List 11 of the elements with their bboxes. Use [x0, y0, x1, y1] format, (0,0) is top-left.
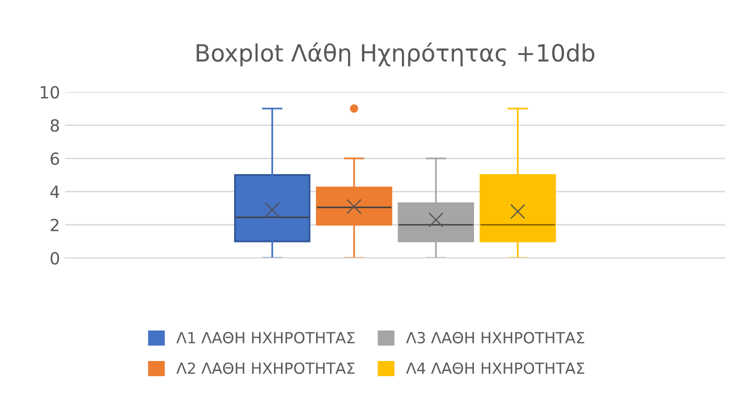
y-tick-label: 6 [50, 152, 60, 165]
legend-label: Λ1 ΛΑΘΗ ΗΧΗΡΟΤΗΤΑΣ [176, 332, 355, 344]
y-tick-label: 0 [50, 252, 60, 265]
legend-label: Λ2 ΛΑΘΗ ΗΧΗΡΟΤΗΤΑΣ [176, 362, 355, 374]
legend-label: Λ4 ΛΑΘΗ ΗΧΗΡΟΤΗΤΑΣ [406, 362, 584, 374]
chart-title: Boxplot Λάθη Ηχηρότητας +10db [196, 42, 594, 66]
y-tick-label: 10 [40, 86, 60, 99]
y-tick-label: 4 [50, 186, 60, 198]
y-tick-label: 8 [50, 119, 59, 132]
y-tick-label: 2 [50, 218, 58, 232]
legend-label: Λ3 ΛΑΘΗ ΗΧΗΡΟΤΗΤΑΣ [406, 332, 584, 344]
